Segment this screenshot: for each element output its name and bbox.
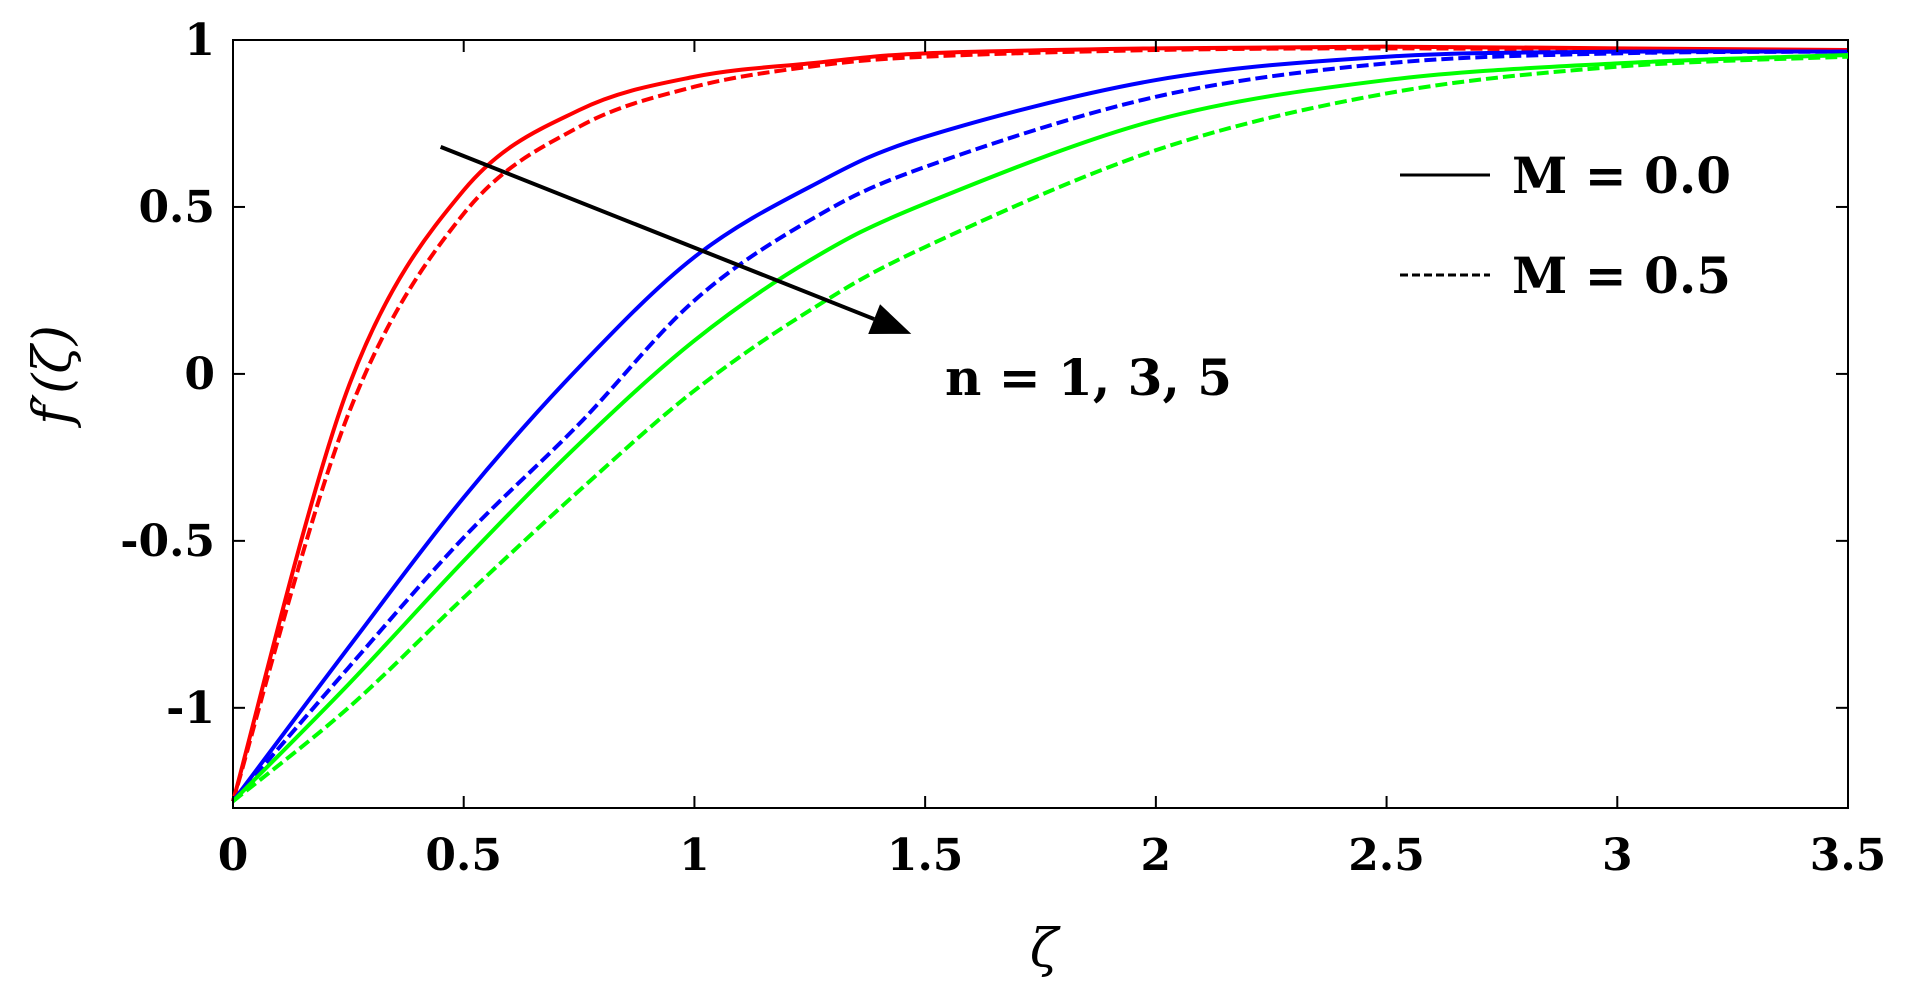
x-tick-label: 0.5 xyxy=(425,830,502,881)
x-tick-label: 3.5 xyxy=(1810,830,1887,881)
y-tick-label: 1 xyxy=(184,15,215,66)
legend-label: M = 0.5 xyxy=(1512,246,1731,305)
annotation-arrow-head xyxy=(868,304,912,334)
series-n5-solid xyxy=(231,53,1849,803)
x-axis-label: ζ xyxy=(1030,919,1061,979)
x-tick-label: 3 xyxy=(1602,830,1633,881)
legend-label: M = 0.0 xyxy=(1512,146,1731,205)
y-tick-label: 0.5 xyxy=(138,182,215,233)
series-n3-solid xyxy=(231,49,1849,803)
series-n1-dashed xyxy=(231,46,1849,802)
y-tick-label: -1 xyxy=(166,683,215,734)
x-tick-label: 1.5 xyxy=(887,830,964,881)
plot-frame xyxy=(232,39,1849,809)
y-tick-label: 0 xyxy=(184,349,215,400)
annotation-arrow-line xyxy=(439,144,875,321)
series-n3-dashed xyxy=(231,49,1849,803)
series-n5-dashed xyxy=(231,54,1849,803)
x-tick-label: 2 xyxy=(1141,830,1172,881)
series-n1-solid xyxy=(231,44,1849,802)
x-tick-label: 1 xyxy=(679,830,710,881)
y-tick-label: -0.5 xyxy=(120,516,215,567)
legend: M = 0.0 M = 0.5 xyxy=(1400,146,1731,305)
plot-area xyxy=(232,39,1849,809)
annotation: n = 1, 3, 5 xyxy=(439,144,1232,407)
x-tick-label: 2.5 xyxy=(1348,830,1425,881)
y-axis-label: f′(ζ) xyxy=(23,325,83,429)
ticks-layer: 0 0.5 1 1.5 2 2.5 3 3.5 1 0.5 0 -0.5 -1 xyxy=(120,15,1886,881)
annotation-text: n = 1, 3, 5 xyxy=(945,348,1232,407)
x-tick-label: 0 xyxy=(218,830,249,881)
series-layer xyxy=(231,44,1849,803)
